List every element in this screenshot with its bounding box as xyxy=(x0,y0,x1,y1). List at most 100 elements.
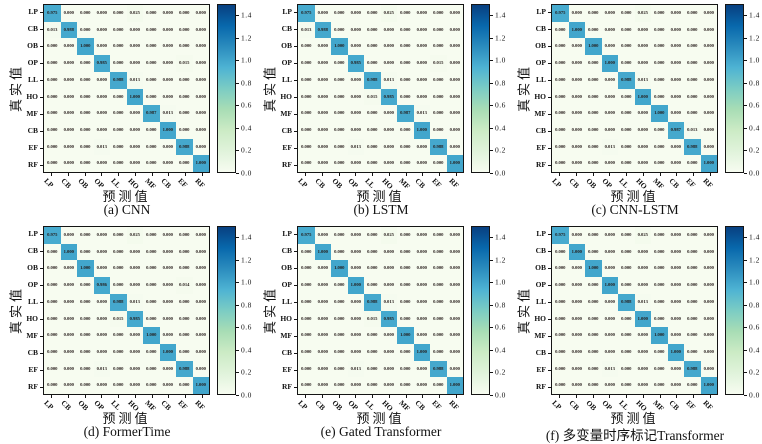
matrix-cell: 0.000 xyxy=(44,277,61,294)
matrix-cell: 0.000 xyxy=(364,105,381,122)
matrix-cell: 0.000 xyxy=(347,155,364,172)
matrix-cell: 0.000 xyxy=(364,360,381,378)
matrix-cell: 0.000 xyxy=(364,155,381,172)
matrix-cell: 0.000 xyxy=(552,38,569,56)
matrix-cell: 0.000 xyxy=(331,5,348,22)
matrix-cell: 0.000 xyxy=(298,377,315,394)
matrix-cell: 0.000 xyxy=(700,88,717,106)
matrix-cell: 0.000 xyxy=(110,243,127,261)
y-tick-mark xyxy=(548,63,551,65)
matrix-cell: 0.000 xyxy=(601,155,618,172)
matrix-cell: 0.000 xyxy=(413,71,430,89)
matrix-cell: 0.000 xyxy=(552,121,569,139)
matrix-cell: 0.000 xyxy=(618,105,635,122)
matrix-cell: 0.000 xyxy=(126,55,143,72)
matrix-cell: 0.000 xyxy=(651,138,668,156)
matrix-cell: 0.000 xyxy=(126,138,143,156)
matrix-cell: 0.000 xyxy=(44,71,61,89)
colorbar-tick-label: 0.8 xyxy=(749,78,760,88)
matrix-cell: 0.000 xyxy=(298,360,315,378)
matrix-cell: 0.000 xyxy=(618,227,635,244)
confusion-matrix-panel: 真实值 0.975 0.000 0.000 0.000 0.000 0.025 0.000 0… xyxy=(254,222,508,444)
matrix-cell: 0.015 xyxy=(430,55,447,72)
matrix-cell: 0.000 xyxy=(192,277,209,294)
matrix-cell: 0.000 xyxy=(684,21,701,39)
y-tick-mark xyxy=(40,63,43,65)
matrix-cell: 0.000 xyxy=(126,155,143,172)
matrix-cell: 0.000 xyxy=(634,155,651,172)
matrix-cell: 0.000 xyxy=(651,377,668,394)
heatmap-grid: 0.975 0.000 0.000 0.000 0.000 0.025 0.000 0.000… xyxy=(43,226,210,395)
matrix-cell: 0.000 xyxy=(331,310,348,328)
matrix-cell: 0.000 xyxy=(331,88,348,106)
matrix-cell: 0.000 xyxy=(347,310,364,328)
matrix-cell: 0.000 xyxy=(397,5,414,22)
y-tick-label: OB xyxy=(27,263,38,273)
matrix-cell: 0.000 xyxy=(397,138,414,156)
matrix-cell: 0.000 xyxy=(192,38,209,56)
x-tick-mark xyxy=(592,173,594,176)
colorbar-tick-mark xyxy=(236,395,239,396)
matrix-cell: 0.000 xyxy=(618,260,635,278)
matrix-cell: 0.000 xyxy=(585,55,602,72)
y-tick-label: LL xyxy=(535,297,546,307)
colorbar-tick-mark xyxy=(744,60,747,62)
matrix-cell: 0.000 xyxy=(192,121,209,139)
y-tick-label: LL xyxy=(27,75,38,85)
matrix-cell: 0.000 xyxy=(651,260,668,278)
colorbar-tick-label: 1.4 xyxy=(495,232,506,242)
x-tick-mark xyxy=(642,173,644,176)
matrix-cell: 0.000 xyxy=(667,227,684,244)
matrix-cell: 0.000 xyxy=(176,88,193,106)
matrix-cell: 0.000 xyxy=(397,243,414,261)
colorbar-tick-mark xyxy=(490,282,493,284)
matrix-cell: 0.000 xyxy=(143,5,160,22)
matrix-cell: 0.000 xyxy=(651,71,668,89)
colorbar-tick-label: 0.6 xyxy=(495,100,506,110)
matrix-cell: 1.000 xyxy=(601,55,618,72)
colorbar-tick-mark xyxy=(744,237,747,239)
y-tick-label: OB xyxy=(535,41,546,51)
matrix-cell: 0.000 xyxy=(93,260,110,278)
colorbar-tick-mark xyxy=(744,82,747,84)
matrix-cell: 0.000 xyxy=(110,105,127,122)
matrix-cell: 0.000 xyxy=(143,155,160,172)
matrix-cell: 0.000 xyxy=(552,71,569,89)
x-tick-mark xyxy=(101,395,103,398)
matrix-cell: 0.000 xyxy=(380,327,397,344)
matrix-cell: 0.000 xyxy=(413,227,430,244)
x-axis-label: 预测值 xyxy=(102,189,151,204)
matrix-cell: 0.000 xyxy=(634,360,651,378)
matrix-cell: 0.000 xyxy=(110,21,127,39)
matrix-cell: 0.988 xyxy=(314,21,331,39)
y-tick-label: LP xyxy=(282,7,292,17)
x-tick-mark xyxy=(118,395,120,398)
matrix-cell: 0.000 xyxy=(667,138,684,156)
matrix-cell: 0.000 xyxy=(601,310,618,328)
heatmap-grid: 0.975 0.000 0.000 0.000 0.000 0.025 0.000 0.000… xyxy=(297,4,464,173)
matrix-cell: 0.014 xyxy=(176,277,193,294)
colorbar xyxy=(471,4,490,173)
matrix-cell: 0.000 xyxy=(585,243,602,261)
matrix-cell: 1.000 xyxy=(347,277,364,294)
matrix-cell: 0.000 xyxy=(446,121,463,139)
colorbar-tick-mark xyxy=(236,304,239,306)
matrix-cell: 0.000 xyxy=(347,105,364,122)
matrix-cell: 0.000 xyxy=(159,327,176,344)
y-tick-label: OP xyxy=(281,58,292,68)
matrix-cell: 0.000 xyxy=(634,121,651,139)
colorbar-tick-mark xyxy=(744,304,747,306)
matrix-cell: 1.000 xyxy=(159,121,176,139)
matrix-cell: 0.000 xyxy=(110,5,127,22)
matrix-cell: 0.000 xyxy=(700,5,717,22)
matrix-cell: 0.000 xyxy=(667,105,684,122)
matrix-cell: 0.000 xyxy=(397,21,414,39)
matrix-cell: 0.000 xyxy=(364,243,381,261)
matrix-cell: 0.988 xyxy=(618,293,635,311)
matrix-cell: 0.000 xyxy=(159,227,176,244)
x-tick-mark xyxy=(134,395,136,398)
colorbar-tick-mark xyxy=(744,105,747,107)
matrix-cell: 0.000 xyxy=(413,277,430,294)
matrix-cell: 0.000 xyxy=(413,138,430,156)
matrix-cell: 0.000 xyxy=(93,105,110,122)
